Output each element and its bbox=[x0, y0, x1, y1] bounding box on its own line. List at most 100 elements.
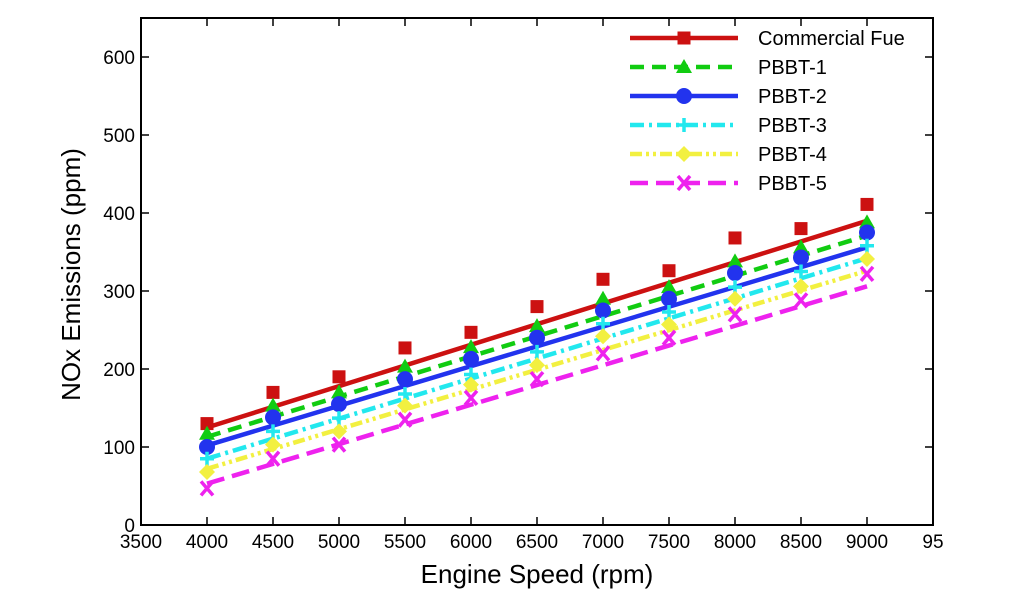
data-point bbox=[727, 253, 743, 268]
data-point bbox=[266, 385, 280, 399]
data-point bbox=[727, 306, 743, 323]
data-point bbox=[860, 238, 874, 253]
legend-item: Commercial Fue bbox=[630, 28, 905, 50]
data-point bbox=[530, 300, 544, 314]
y-tick-label: 100 bbox=[103, 438, 135, 459]
legend-item: PBBT-3 bbox=[630, 115, 827, 137]
series-1 bbox=[200, 197, 874, 431]
data-point bbox=[200, 451, 214, 466]
data-point bbox=[596, 272, 610, 286]
x-tick-label: 7500 bbox=[648, 532, 690, 553]
legend-label: Commercial Fue bbox=[758, 28, 905, 50]
series-4 bbox=[200, 238, 874, 466]
legend-marker bbox=[677, 31, 691, 45]
legend-marker bbox=[676, 174, 692, 192]
legend-marker bbox=[677, 118, 691, 132]
legend-item: PBBT-4 bbox=[630, 144, 827, 166]
data-point bbox=[793, 239, 809, 254]
data-point bbox=[332, 370, 346, 384]
data-point bbox=[859, 265, 875, 282]
data-point bbox=[265, 450, 281, 467]
series-line bbox=[206, 284, 868, 486]
data-point bbox=[397, 397, 413, 414]
data-point bbox=[794, 222, 808, 236]
data-point bbox=[860, 197, 874, 211]
data-point bbox=[859, 224, 875, 241]
data-point bbox=[199, 439, 215, 455]
data-point bbox=[265, 409, 281, 426]
legend-label: PBBT-3 bbox=[758, 115, 827, 137]
y-axis-title: NOx Emissions (ppm) bbox=[56, 148, 86, 401]
x-tick-label: 6500 bbox=[516, 532, 558, 553]
data-point bbox=[463, 376, 479, 393]
data-point bbox=[529, 357, 545, 374]
x-tick-label: 8500 bbox=[780, 532, 822, 553]
legend-item: PBBT-5 bbox=[630, 173, 827, 195]
data-point bbox=[265, 397, 281, 412]
data-point bbox=[529, 371, 545, 388]
x-tick-label: 5500 bbox=[384, 532, 426, 553]
y-tick-label: 0 bbox=[124, 516, 135, 537]
data-point bbox=[331, 423, 347, 440]
x-tick-label: 4500 bbox=[252, 532, 294, 553]
legend-item: PBBT-2 bbox=[630, 86, 827, 108]
x-tick-label: 8000 bbox=[714, 532, 756, 553]
data-point bbox=[266, 424, 280, 439]
legend-marker bbox=[676, 88, 692, 104]
y-tick-label: 600 bbox=[103, 48, 135, 69]
data-point bbox=[794, 264, 808, 279]
series-2 bbox=[199, 214, 875, 440]
series-6 bbox=[199, 265, 875, 497]
data-point bbox=[727, 265, 743, 282]
data-point bbox=[199, 480, 215, 497]
legend-label: PBBT-2 bbox=[758, 86, 827, 108]
series-5 bbox=[199, 251, 875, 480]
data-point bbox=[661, 279, 677, 294]
data-point bbox=[595, 290, 611, 305]
data-point bbox=[661, 329, 677, 346]
y-tick-label: 500 bbox=[103, 126, 135, 147]
x-tick-label: 5000 bbox=[318, 532, 360, 553]
y-tick-label: 300 bbox=[103, 282, 135, 303]
data-point bbox=[398, 341, 412, 355]
data-point bbox=[200, 417, 214, 431]
data-point bbox=[530, 344, 544, 359]
series-line bbox=[206, 233, 868, 440]
data-point bbox=[529, 329, 545, 346]
data-point bbox=[661, 316, 677, 333]
data-point bbox=[265, 436, 281, 453]
data-point bbox=[859, 251, 875, 268]
series-line bbox=[206, 268, 868, 471]
legend-label: PBBT-4 bbox=[758, 144, 827, 166]
data-point bbox=[595, 302, 611, 319]
data-point bbox=[331, 436, 347, 453]
legend-marker bbox=[676, 59, 692, 73]
y-tick-label: 400 bbox=[103, 204, 135, 225]
data-point bbox=[793, 292, 809, 309]
x-axis-ticks: 3500 4000 4500 5000 5500 6000 6500 7000 7500 8000… bbox=[120, 18, 944, 553]
data-point bbox=[463, 339, 479, 354]
x-tick-label: 7000 bbox=[582, 532, 624, 553]
x-tick-label: 9000 bbox=[846, 532, 888, 553]
data-point bbox=[397, 371, 413, 388]
data-point bbox=[464, 325, 478, 339]
series-layer bbox=[199, 197, 875, 497]
data-point bbox=[661, 290, 677, 307]
data-point bbox=[595, 328, 611, 345]
legend: Commercial Fue PBBT-1 PBBT-2 PBBT-3 PBBT-4 PB… bbox=[630, 28, 905, 195]
x-tick-label: 4000 bbox=[186, 532, 228, 553]
data-point bbox=[595, 345, 611, 362]
data-point bbox=[793, 249, 809, 266]
data-point bbox=[727, 290, 743, 307]
data-point bbox=[662, 264, 676, 278]
x-tick-label: 95 bbox=[922, 532, 943, 553]
legend-label: PBBT-5 bbox=[758, 173, 827, 195]
data-point bbox=[199, 425, 215, 440]
data-point bbox=[728, 231, 742, 245]
legend-label: PBBT-1 bbox=[758, 57, 827, 79]
data-point bbox=[331, 384, 347, 399]
x-tick-label: 3500 bbox=[120, 532, 162, 553]
data-point bbox=[397, 358, 413, 373]
data-point bbox=[859, 214, 875, 229]
